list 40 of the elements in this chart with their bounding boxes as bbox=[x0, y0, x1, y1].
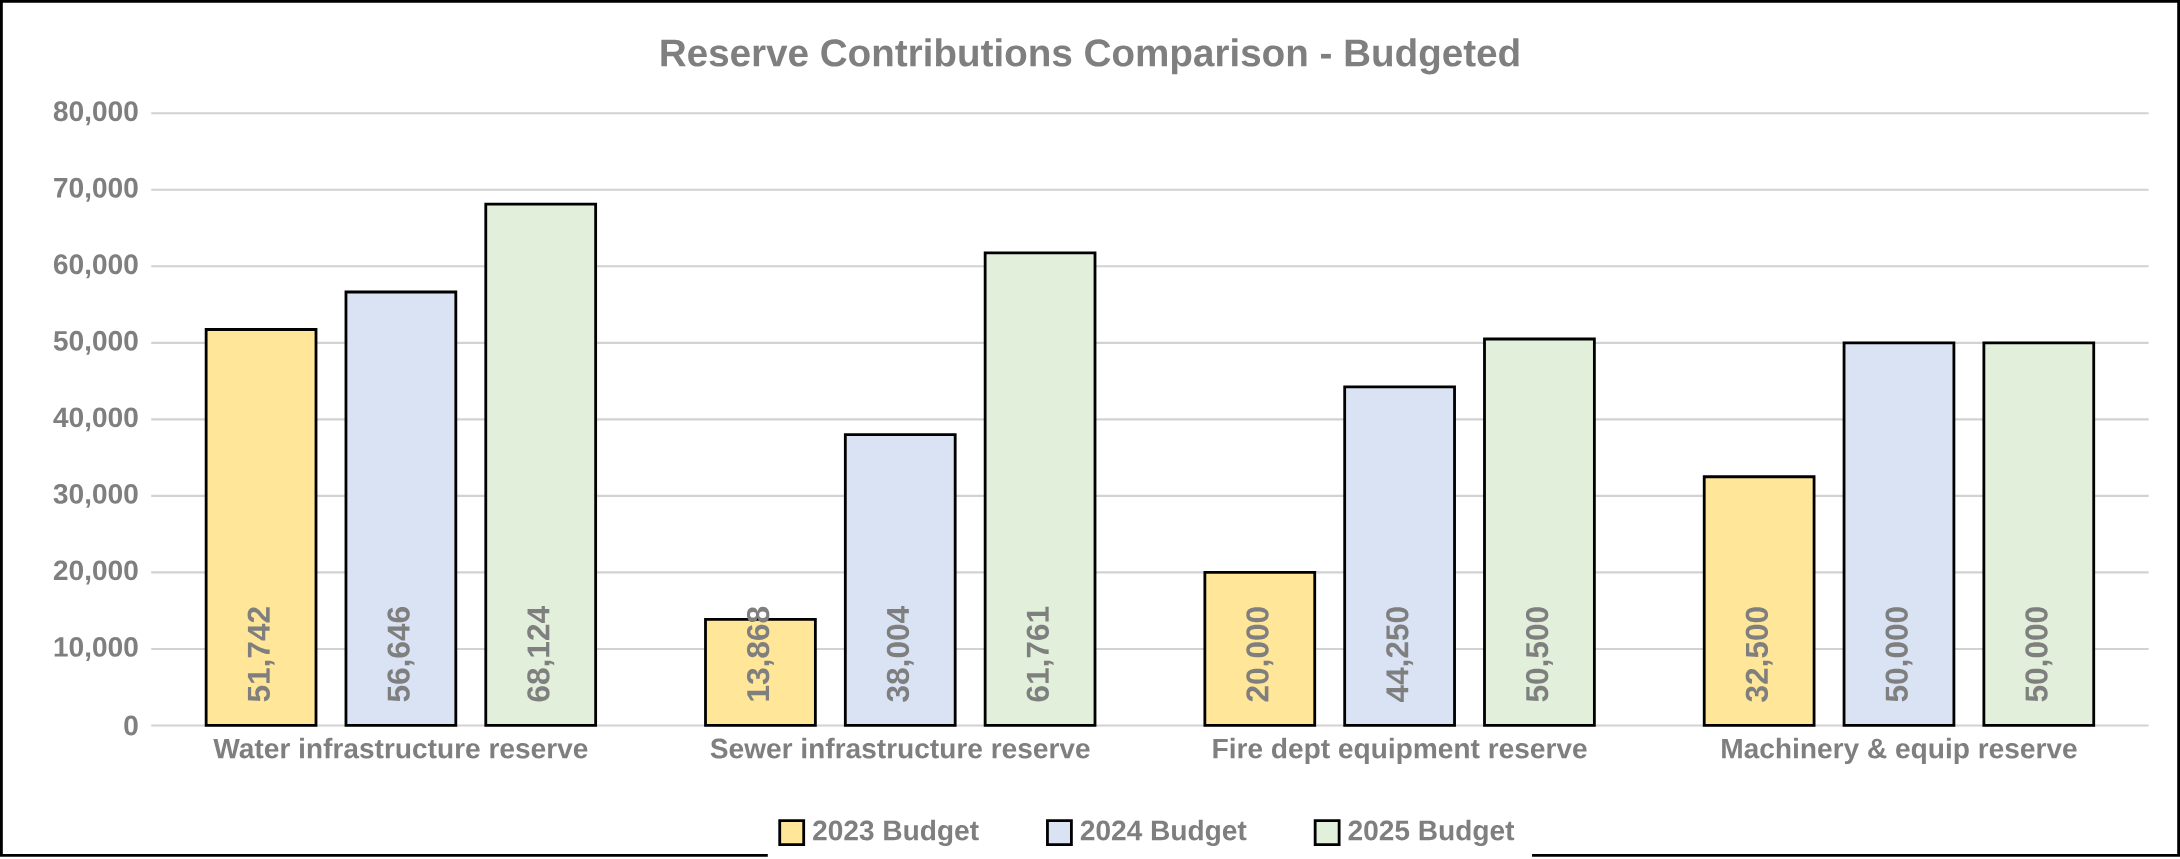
x-tick-label: Fire dept equipment reserve bbox=[1213, 737, 1587, 764]
bar bbox=[204, 327, 318, 727]
y-tick-label: 10,000 bbox=[54, 636, 138, 661]
bar bbox=[484, 202, 598, 727]
y-tick-label: 80,000 bbox=[53, 101, 138, 126]
data-label: 51,742 bbox=[247, 606, 275, 702]
y-tick-label: 30,000 bbox=[53, 483, 138, 508]
bar bbox=[983, 251, 1097, 727]
data-label: 20,000 bbox=[1246, 606, 1274, 702]
y-tick-label: 60,000 bbox=[53, 254, 138, 279]
x-tick-label: Machinery & equip reserve bbox=[1722, 737, 2077, 764]
data-label: 68,124 bbox=[527, 605, 555, 702]
data-label: 61,761 bbox=[1026, 606, 1054, 702]
data-label: 50,000 bbox=[1885, 606, 1913, 702]
chart-title: Reserve Contributions Comparison - Budgeted bbox=[661, 38, 1519, 75]
data-label: 38,004 bbox=[886, 605, 914, 702]
y-tick-label: 0 bbox=[124, 715, 138, 736]
bar bbox=[1343, 385, 1456, 727]
bar bbox=[344, 290, 458, 727]
bar bbox=[1702, 475, 1816, 727]
legend-label: 2025 Budget bbox=[1348, 819, 1515, 846]
y-tick-label: 70,000 bbox=[54, 177, 138, 202]
bar bbox=[1842, 341, 1956, 727]
legend-label: 2023 Budget bbox=[813, 819, 979, 846]
x-tick-label: Water infrastructure reserve bbox=[213, 737, 588, 759]
data-label: 13,868 bbox=[746, 606, 774, 701]
legend-label: 2024 Budget bbox=[1080, 819, 1247, 846]
bar bbox=[1483, 337, 1596, 727]
y-tick-label: 20,000 bbox=[53, 560, 138, 585]
data-label: 44,250 bbox=[1386, 606, 1414, 702]
data-label: 56,646 bbox=[387, 606, 415, 702]
y-tick-label: 50,000 bbox=[53, 330, 138, 355]
bar bbox=[1203, 570, 1317, 727]
bar bbox=[1982, 341, 2096, 727]
data-label: 32,500 bbox=[1745, 606, 1773, 702]
data-label: 50,500 bbox=[1525, 606, 1553, 702]
data-label: 50,000 bbox=[2025, 606, 2053, 702]
bar bbox=[843, 433, 957, 727]
x-tick-label: Sewer infrastructure reserve bbox=[710, 737, 1090, 759]
y-tick-label: 40,000 bbox=[53, 407, 138, 432]
